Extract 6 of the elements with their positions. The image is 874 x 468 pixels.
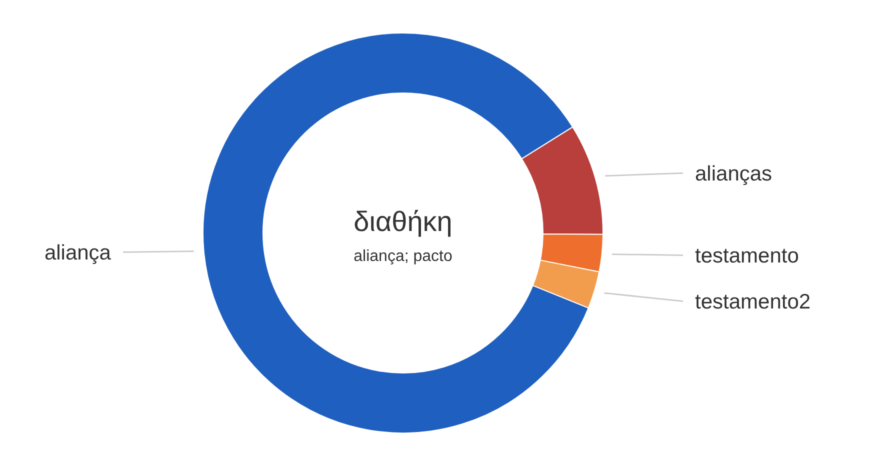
text: διαθήκη (354, 206, 452, 237)
slice-label: testamento2 (695, 290, 811, 314)
slice-label: testamento (695, 244, 799, 268)
text: aliança; pacto (354, 248, 452, 265)
slice-label: aliança (44, 242, 112, 265)
slice-label: alianças (695, 162, 772, 186)
